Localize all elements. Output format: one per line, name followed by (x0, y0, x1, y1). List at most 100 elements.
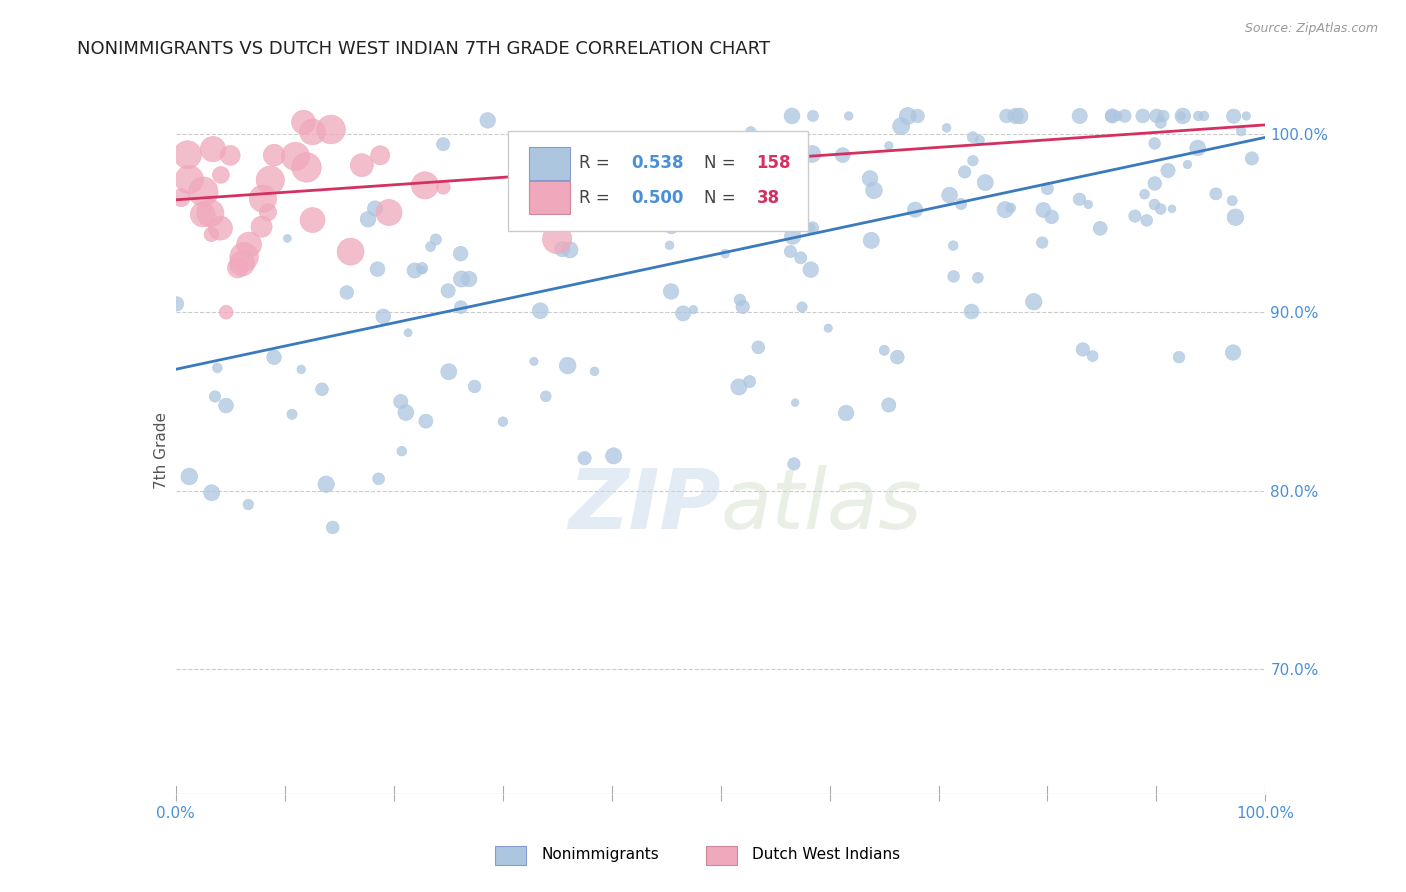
Point (281, 407, 304, 421)
Point (193, 185, 215, 199)
Point (284, 149, 307, 163)
Point (1036, 181, 1059, 195)
Text: ZIP: ZIP (568, 465, 721, 546)
Point (621, 192, 644, 206)
Point (201, 485, 224, 500)
Point (259, 173, 281, 187)
Point (873, 343, 896, 358)
Text: Dutch West Indians: Dutch West Indians (752, 847, 900, 862)
Point (1032, 202, 1054, 217)
Point (546, 232, 568, 246)
Point (425, 232, 447, 246)
Point (877, 138, 900, 153)
Point (1031, 235, 1053, 250)
Point (1187, 109, 1209, 123)
Point (1136, 213, 1159, 227)
Point (179, 469, 201, 483)
Point (953, 165, 976, 179)
Point (721, 184, 744, 198)
Point (1234, 109, 1257, 123)
Point (492, 415, 515, 429)
Text: 158: 158 (756, 153, 792, 171)
Point (877, 398, 900, 412)
Point (215, 399, 238, 413)
Point (295, 161, 318, 175)
Point (1143, 177, 1166, 191)
Point (579, 165, 602, 179)
Point (960, 304, 983, 318)
Point (672, 306, 695, 320)
Point (250, 219, 273, 234)
Point (544, 161, 567, 176)
Point (1222, 345, 1244, 359)
Point (1099, 109, 1122, 123)
Text: Source: ZipAtlas.com: Source: ZipAtlas.com (1244, 22, 1378, 36)
Point (1132, 109, 1154, 123)
Point (450, 246, 472, 260)
Point (411, 261, 433, 276)
Point (602, 449, 624, 463)
Point (368, 148, 391, 162)
Point (1146, 109, 1168, 123)
Point (290, 362, 312, 376)
Point (339, 244, 361, 259)
Point (800, 262, 823, 277)
Point (744, 190, 766, 204)
Point (583, 364, 606, 378)
Point (315, 477, 337, 491)
FancyBboxPatch shape (529, 181, 571, 214)
Point (995, 109, 1018, 123)
Bar (706, 846, 737, 865)
Point (574, 451, 596, 466)
Point (697, 154, 720, 169)
Point (728, 380, 751, 394)
Point (336, 285, 359, 300)
Point (714, 246, 737, 260)
Point (311, 382, 333, 396)
Point (994, 202, 1017, 217)
Point (1069, 109, 1091, 123)
Point (785, 395, 807, 409)
Point (176, 147, 198, 161)
Point (962, 153, 984, 168)
Point (238, 498, 260, 512)
Point (510, 194, 533, 209)
Point (1177, 157, 1199, 171)
Point (238, 237, 260, 252)
Point (1192, 109, 1215, 123)
Point (389, 394, 412, 409)
Text: N =: N = (704, 189, 741, 207)
Point (779, 244, 801, 259)
Point (801, 220, 824, 235)
Point (1069, 192, 1091, 206)
Point (568, 183, 591, 197)
Point (783, 457, 806, 471)
Point (450, 300, 472, 314)
Point (477, 113, 499, 128)
Point (357, 212, 380, 227)
Point (1150, 116, 1173, 130)
Text: N =: N = (704, 153, 741, 171)
Point (1123, 209, 1146, 223)
Point (835, 406, 858, 420)
Point (551, 242, 574, 256)
Point (201, 142, 224, 156)
Point (713, 150, 735, 164)
Point (257, 205, 280, 219)
Point (860, 233, 883, 247)
Point (322, 520, 344, 534)
Point (740, 125, 762, 139)
Point (831, 148, 853, 162)
Point (935, 120, 957, 135)
Point (219, 148, 242, 162)
Point (209, 221, 232, 235)
Point (395, 406, 418, 420)
Point (432, 180, 454, 194)
Y-axis label: 7th Grade: 7th Grade (153, 412, 169, 489)
Point (534, 389, 557, 403)
Text: NONIMMIGRANTS VS DUTCH WEST INDIAN 7TH GRADE CORRELATION CHART: NONIMMIGRANTS VS DUTCH WEST INDIAN 7TH G… (77, 40, 770, 58)
Point (1077, 197, 1099, 211)
Point (1101, 109, 1123, 123)
Point (200, 227, 222, 242)
Point (391, 444, 413, 458)
